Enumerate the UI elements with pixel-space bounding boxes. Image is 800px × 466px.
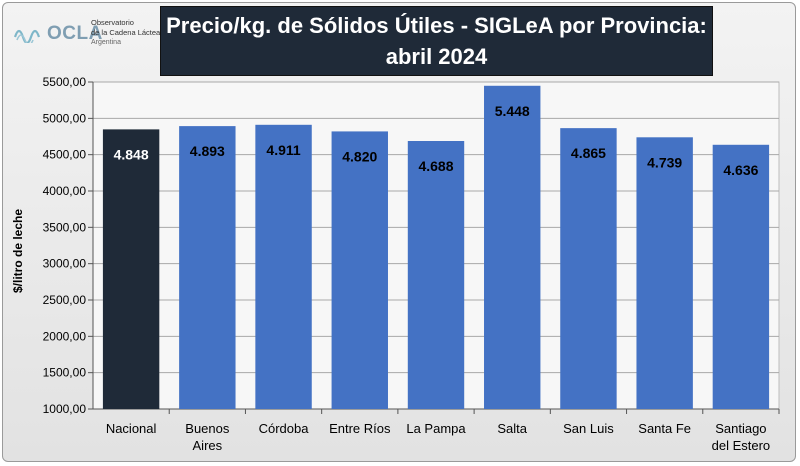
- logo-line-2: de la Cadena Láctea: [91, 28, 161, 37]
- y-tick-label: 5000,00: [43, 111, 87, 125]
- bar-value-label: 4.739: [647, 154, 682, 170]
- y-tick-label: 1000,00: [43, 402, 87, 416]
- x-tick-label: Aires: [193, 438, 223, 453]
- bar: [560, 128, 617, 409]
- chart-title: Precio/kg. de Sólidos Útiles - SIGLeA po…: [160, 6, 713, 76]
- y-tick-label: 4000,00: [43, 184, 87, 198]
- bar-value-label: 4.865: [571, 145, 606, 161]
- bar-value-label: 5.448: [495, 103, 530, 119]
- x-tick-label: Córdoba: [259, 421, 310, 436]
- logo-line-1: Observatorio: [91, 18, 134, 27]
- bar-value-label: 4.911: [266, 142, 300, 158]
- bar: [331, 131, 388, 409]
- y-tick-label: 3500,00: [43, 220, 87, 234]
- ocla-wave-icon: [13, 29, 41, 43]
- ocla-logo: OCLA Observatorio de la Cadena Láctea Ar…: [13, 11, 160, 51]
- x-tick-label: del Estero: [712, 438, 771, 453]
- y-tick-label: 3000,00: [43, 257, 87, 271]
- y-tick-label: 1500,00: [43, 366, 87, 380]
- y-tick-label: 2500,00: [43, 293, 87, 307]
- x-tick-label: La Pampa: [406, 421, 466, 436]
- chart-frame: OCLA Observatorio de la Cadena Láctea Ar…: [2, 2, 796, 462]
- logo-subtitle: Observatorio de la Cadena Láctea Argenti…: [91, 18, 171, 48]
- x-tick-label: Buenos: [185, 421, 230, 436]
- logo-line-3: Argentina: [91, 39, 121, 46]
- bar: [102, 129, 160, 409]
- y-tick-label: 4500,00: [43, 148, 87, 162]
- bar: [407, 141, 465, 409]
- bar-value-label: 4.820: [342, 148, 377, 164]
- x-tick-label: Nacional: [106, 421, 157, 436]
- bar-value-label: 4.893: [190, 143, 225, 159]
- bar-chart: 1000,00 1500,00 2000,00 2500,00 3000,00 3500,…: [43, 75, 780, 453]
- bar-value-label: 4.636: [723, 162, 758, 178]
- bar: [484, 85, 541, 410]
- bar: [712, 144, 770, 409]
- bar-value-label: 4.688: [418, 158, 453, 174]
- bar: [179, 126, 236, 409]
- logo-wordmark: OCLA: [47, 23, 103, 44]
- bar: [636, 137, 693, 410]
- bar-value-label: 4.848: [114, 146, 149, 162]
- x-tick-label: San Luis: [563, 421, 614, 436]
- x-tick-label: Entre Ríos: [329, 421, 391, 436]
- chart-title-line-2: abril 2024: [385, 44, 488, 69]
- chart-title-line-1: Precio/kg. de Sólidos Útiles - SIGLeA po…: [166, 13, 707, 38]
- x-tick-label: Salta: [497, 421, 527, 436]
- x-tick-label: Santiago: [715, 421, 766, 436]
- y-tick-label: 5500,00: [43, 75, 87, 89]
- x-tick-label: Santa Fe: [638, 421, 691, 436]
- bar: [255, 124, 312, 410]
- y-tick-label: 2000,00: [43, 329, 87, 343]
